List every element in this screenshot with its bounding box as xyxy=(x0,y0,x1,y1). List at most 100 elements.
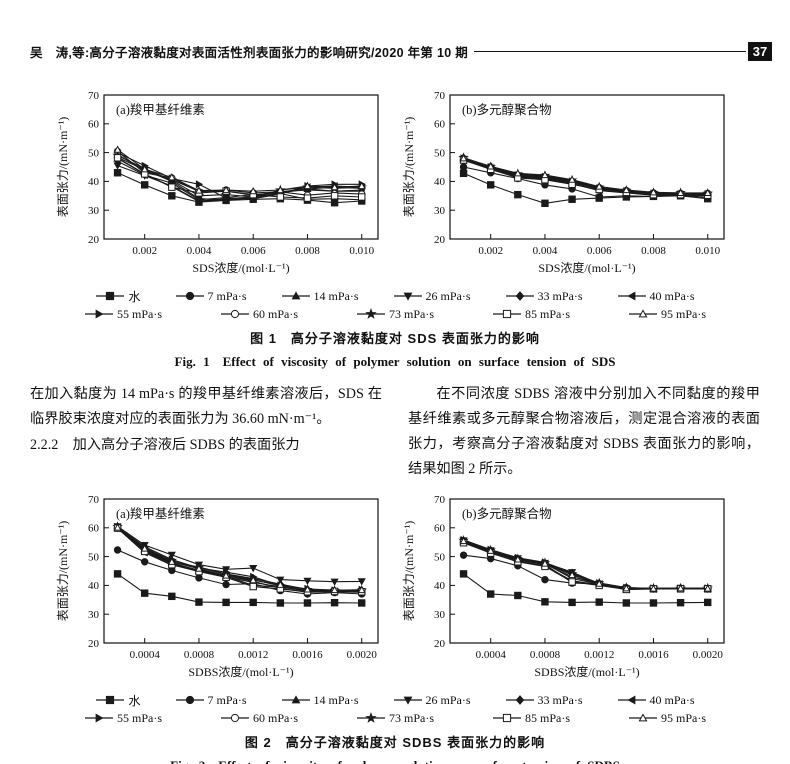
series-85 mPa·s xyxy=(113,154,366,202)
square-filled-marker-icon xyxy=(96,291,125,301)
legend-item: 55 mPa·s xyxy=(84,307,162,322)
series-33 mPa·s xyxy=(459,536,712,594)
legend-row: 水 7 mPa·s 14 mPa·s 26 mPa·s 33 mPa·s 40 mPa·s xyxy=(0,691,790,709)
legend-item: 73 mPa·s xyxy=(356,711,434,726)
legend-item: 水 xyxy=(95,692,141,709)
svg-text:40: 40 xyxy=(88,176,100,188)
series-水 xyxy=(459,169,712,207)
svg-text:0.008: 0.008 xyxy=(295,245,320,257)
legend-item: 73 mPa·s xyxy=(356,307,434,322)
series-line xyxy=(463,541,708,590)
svg-text:0.002: 0.002 xyxy=(478,245,503,257)
series-line xyxy=(117,172,362,204)
legend-item: 水 xyxy=(95,288,141,305)
series-73 mPa·s xyxy=(458,152,713,198)
svg-text:60: 60 xyxy=(434,119,446,131)
series-line xyxy=(463,157,708,194)
running-head: 吴 涛,等:高分子溶液黏度对表面活性剂表面张力的影响研究/2020 年第 10 … xyxy=(30,46,469,60)
square-open-marker-icon xyxy=(493,309,521,319)
legend-label: 14 mPa·s xyxy=(313,692,359,707)
svg-text:20: 20 xyxy=(434,234,446,246)
series-95 mPa·s xyxy=(113,145,366,195)
figure1-charts: 20 30 40 50 60 70 0.002 0.004 0.006 0.008 0.010 SDS… xyxy=(0,87,790,285)
legend-label: 水 xyxy=(128,693,141,708)
chart-canvas: 20 30 40 50 60 70 0.002 0.004 0.006 0.008 0.010 SDS… xyxy=(56,90,379,275)
axes: 20 30 40 50 60 70 0.0004 0.0008 0.0012 0.0016 0.00… xyxy=(402,494,725,679)
series-40 mPa·s xyxy=(113,524,365,597)
triangle-left-filled-marker-icon xyxy=(617,695,646,705)
svg-text:表面张力/(mN·m⁻¹): 表面张力/(mN·m⁻¹) xyxy=(402,117,416,218)
series-55 mPa·s xyxy=(460,154,712,199)
right-paragraph: 在不同浓度 SDBS 溶液中分别加入不同黏度的羧甲基纤维素或多元醇聚合物溶液后，… xyxy=(408,386,760,477)
series-line xyxy=(463,158,708,196)
triangle-up-open-marker-icon xyxy=(629,309,657,318)
figure2-caption-zh: 图 2 高分子溶液黏度对 SDBS 表面张力的影响 xyxy=(244,735,546,751)
figure2-caption-en: Fig. 2 Effect of viscosity of polymer so… xyxy=(0,755,790,764)
svg-text:30: 30 xyxy=(88,609,100,621)
legend-item: 55 mPa·s xyxy=(84,711,162,726)
svg-text:30: 30 xyxy=(88,205,100,217)
svg-text:0.0016: 0.0016 xyxy=(292,649,323,661)
left-paragraph: 在加入黏度为 14 mPa·s 的羧甲基纤维素溶液后，SDS 在临界胶束浓度对应… xyxy=(30,386,382,427)
series-line xyxy=(463,159,708,197)
circle-filled-marker-icon xyxy=(175,696,204,705)
series-line xyxy=(117,150,362,196)
svg-text:50: 50 xyxy=(434,552,446,564)
circle-filled-marker-icon xyxy=(175,291,204,301)
svg-text:70: 70 xyxy=(88,90,100,102)
chart-canvas: 20 30 40 50 60 70 0.0004 0.0008 0.0012 0.0016 0.00… xyxy=(402,494,725,679)
axes: 20 30 40 50 60 70 0.002 0.004 0.006 0.008 0.010 SDS… xyxy=(402,90,725,275)
right-column: 在不同浓度 SDBS 溶液中分别加入不同黏度的羧甲基纤维素或多元醇聚合物溶液后，… xyxy=(408,382,760,481)
series-95 mPa·s xyxy=(459,537,712,593)
svg-text:0.010: 0.010 xyxy=(349,245,374,257)
legend-item: 85 mPa·s xyxy=(492,307,570,322)
legend-label: 14 mPa·s xyxy=(313,288,359,303)
series-line xyxy=(117,528,362,594)
series-14 mPa·s xyxy=(459,155,712,199)
svg-text:70: 70 xyxy=(88,494,100,506)
legend-label: 33 mPa·s xyxy=(537,288,583,303)
legend-label: 60 mPa·s xyxy=(253,306,298,321)
legend-label: 水 xyxy=(128,289,141,304)
legend-label: 40 mPa·s xyxy=(649,692,695,707)
svg-text:40: 40 xyxy=(88,581,100,593)
figure2-charts: 20 30 40 50 60 70 0.0004 0.0008 0.0012 0.0016 0.00… xyxy=(0,491,790,689)
figure1-caption-en: Fig. 1 Effect of viscosity of polymer so… xyxy=(174,354,616,369)
series-33 mPa·s xyxy=(459,153,712,199)
svg-text:表面张力/(mN·m⁻¹): 表面张力/(mN·m⁻¹) xyxy=(56,117,70,218)
legend-row: 水 7 mPa·s 14 mPa·s 26 mPa·s 33 mPa·s 40 mPa·s xyxy=(0,287,790,305)
figure1-legend: 水 7 mPa·s 14 mPa·s 26 mPa·s 33 mPa·s 40 mPa·s… xyxy=(0,287,790,323)
svg-text:0.008: 0.008 xyxy=(641,245,666,257)
star-filled-marker-icon xyxy=(357,712,385,724)
page-header: 吴 涛,等:高分子溶液黏度对表面活性剂表面张力的影响研究/2020 年第 10 … xyxy=(0,0,790,61)
series-95 mPa·s xyxy=(113,523,366,594)
series-水 xyxy=(113,570,366,608)
axes: 20 30 40 50 60 70 0.0004 0.0008 0.0012 0.0016 0.00… xyxy=(56,494,379,679)
axes: 20 30 40 50 60 70 0.002 0.004 0.006 0.008 0.010 SDS… xyxy=(56,90,379,275)
svg-text:20: 20 xyxy=(434,638,446,650)
series-line xyxy=(117,527,362,591)
svg-text:(a)羧甲基纤维素: (a)羧甲基纤维素 xyxy=(116,506,205,521)
series-line xyxy=(117,573,362,604)
legend-label: 26 mPa·s xyxy=(425,288,471,303)
series-40 mPa·s xyxy=(459,538,711,594)
svg-text:0.004: 0.004 xyxy=(187,245,212,257)
legend-label: 95 mPa·s xyxy=(661,306,706,321)
series-line xyxy=(117,526,362,583)
svg-text:SDBS浓度/(mol·L⁻¹): SDBS浓度/(mol·L⁻¹) xyxy=(534,664,639,679)
svg-text:70: 70 xyxy=(434,494,446,506)
svg-text:70: 70 xyxy=(434,90,446,102)
svg-text:0.0012: 0.0012 xyxy=(238,649,268,661)
series-85 mPa·s xyxy=(459,539,712,594)
triangle-down-filled-marker-icon xyxy=(393,696,422,706)
legend-label: 40 mPa·s xyxy=(649,288,695,303)
series-line xyxy=(463,166,708,199)
triangle-right-filled-marker-icon xyxy=(85,713,113,723)
series-60 mPa·s xyxy=(459,155,712,198)
svg-text:0.0008: 0.0008 xyxy=(184,649,215,661)
legend-item: 40 mPa·s xyxy=(617,693,695,708)
svg-text:0.002: 0.002 xyxy=(132,245,157,257)
legend-item: 14 mPa·s xyxy=(281,693,359,708)
series-水 xyxy=(459,570,712,608)
